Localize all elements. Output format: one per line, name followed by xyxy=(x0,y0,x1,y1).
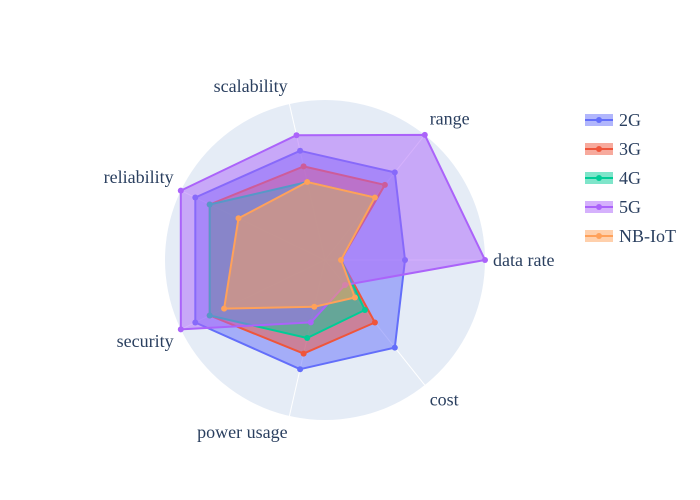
data-point-nb-iot-cost[interactable] xyxy=(351,294,358,301)
legend-item-5g[interactable]: 5G xyxy=(585,197,641,217)
data-point-3g-cost[interactable] xyxy=(371,319,378,326)
data-point-nb-iot-reliability[interactable] xyxy=(235,215,242,222)
data-point-nb-iot-range[interactable] xyxy=(371,194,378,201)
axis-label-cost: cost xyxy=(430,389,459,409)
data-point-nb-iot-security[interactable] xyxy=(221,305,228,312)
data-point-nb-iot-scalability[interactable] xyxy=(304,179,311,185)
legend-item-nb-iot[interactable]: NB-IoT xyxy=(585,226,676,246)
data-point-nb-iot-power-usage[interactable] xyxy=(311,303,318,310)
legend-marker xyxy=(596,204,602,210)
legend-label: NB-IoT xyxy=(619,226,676,246)
legend-item-3g[interactable]: 3G xyxy=(585,139,641,159)
axis-label-scalability: scalability xyxy=(214,76,288,96)
legend-label: 4G xyxy=(619,168,641,188)
axis-label-range: range xyxy=(430,109,470,129)
axis-label-power-usage: power usage xyxy=(197,422,287,442)
data-point-5g-data-rate[interactable] xyxy=(482,257,488,263)
legend-item-2g[interactable]: 2G xyxy=(585,110,641,130)
axis-label-data-rate: data rate xyxy=(493,250,554,270)
data-point-5g-range[interactable] xyxy=(421,131,428,138)
legend-marker xyxy=(596,146,602,152)
axis-label-security: security xyxy=(117,331,174,351)
data-point-5g-scalability[interactable] xyxy=(293,132,300,139)
data-point-4g-cost[interactable] xyxy=(361,307,368,313)
series-area-nb-iot xyxy=(223,181,376,310)
data-point-5g-reliability[interactable] xyxy=(177,187,184,194)
legend-marker xyxy=(596,175,602,181)
series-layer xyxy=(177,131,488,373)
axis-labels: data rate range scalability reliability secu… xyxy=(104,76,555,442)
data-point-2g-power-usage[interactable] xyxy=(297,366,304,373)
legend-label: 2G xyxy=(619,110,641,130)
data-point-5g-security[interactable] xyxy=(177,326,184,333)
legend-marker xyxy=(596,117,602,123)
legend[interactable]: 2G 3G 4G 5G NB-IoT xyxy=(585,110,676,246)
data-point-3g-power-usage[interactable] xyxy=(300,350,307,357)
legend-label: 5G xyxy=(619,197,641,217)
data-point-4g-power-usage[interactable] xyxy=(304,335,311,341)
axis-label-reliability: reliability xyxy=(104,167,174,187)
data-point-2g-cost[interactable] xyxy=(391,344,398,351)
legend-item-4g[interactable]: 4G xyxy=(585,168,641,188)
data-point-nb-iot-data-rate[interactable] xyxy=(338,257,344,263)
data-point-5g-power-usage[interactable] xyxy=(307,319,314,326)
legend-label: 3G xyxy=(619,139,641,159)
legend-marker xyxy=(596,233,602,239)
